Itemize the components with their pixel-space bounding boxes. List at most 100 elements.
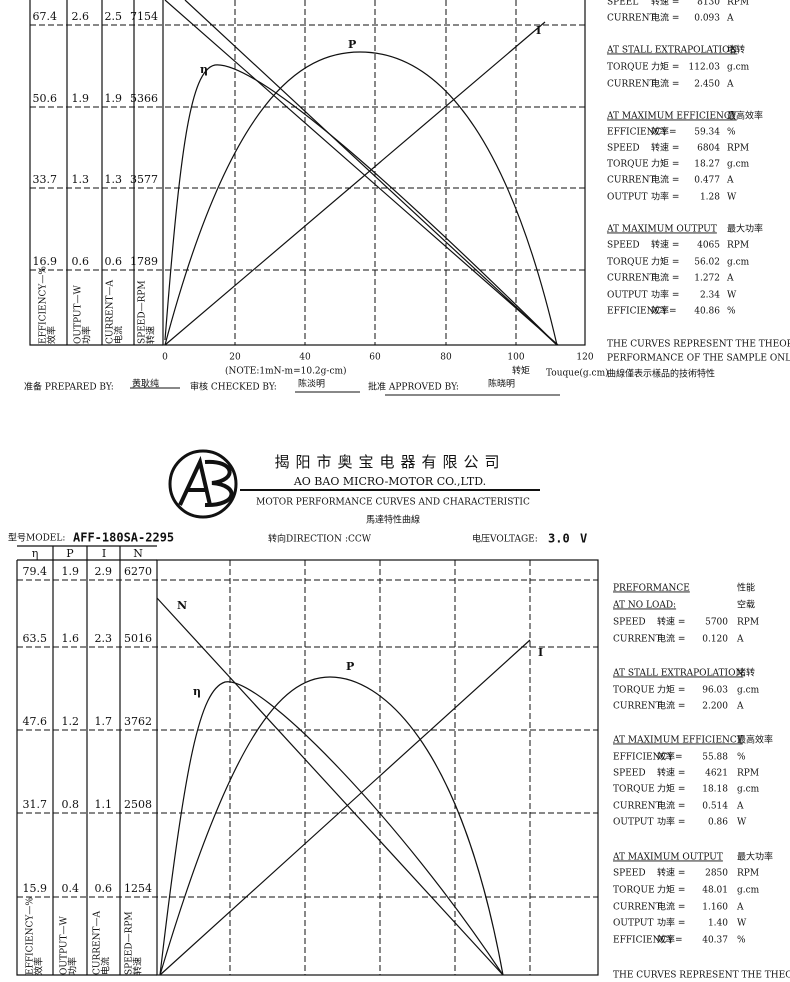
x-tick-label: 0 xyxy=(162,353,168,363)
panel-unit: W xyxy=(727,193,737,203)
footnote: THE CURVES REPRESENT THE THEORETICAL xyxy=(613,971,790,981)
table-cell: 6270 xyxy=(124,565,152,578)
x-tick-label: 20 xyxy=(229,353,241,363)
axis-label-cn: 效率 xyxy=(46,326,58,344)
panel-label: OUTPUT xyxy=(613,919,653,929)
column-header: N xyxy=(133,547,143,560)
panel-unit: RPM xyxy=(737,869,759,879)
panel-value: 55.88 xyxy=(702,753,728,763)
panel-unit: A xyxy=(736,702,744,712)
axis-label-cn: 电流 xyxy=(113,326,125,344)
table-cell: 2.5 xyxy=(105,10,123,23)
panel-unit: A xyxy=(726,176,734,186)
axis-label: OUTPUT—W xyxy=(74,285,84,344)
panel-value: 4621 xyxy=(705,769,728,779)
doc-title-cn: 馬達特性曲線 xyxy=(366,514,420,526)
axis-label-cn: 转速 xyxy=(132,957,144,975)
x-tick-label: 40 xyxy=(299,353,311,363)
signature-name: 陈淡明 xyxy=(298,378,325,390)
panel-label: EFFICIENCY xyxy=(607,307,668,317)
axis-label-cn: 功率 xyxy=(81,326,93,344)
table-cell: 0.8 xyxy=(62,798,80,811)
panel-value: 4065 xyxy=(697,241,720,251)
panel-label: CURRENT xyxy=(607,176,655,186)
panel-heading: AT MAXIMUM EFFICIENCY xyxy=(606,112,738,122)
panel-label-cn: 力矩 = xyxy=(657,783,685,795)
axis-label: CURRENT—A xyxy=(106,280,116,344)
direction: :CCW xyxy=(345,535,372,545)
table-cell: 1.6 xyxy=(62,632,80,645)
table-cell: 3577 xyxy=(130,173,158,186)
panel-unit: A xyxy=(736,635,744,645)
panel-label-cn: 电流 = xyxy=(651,12,679,24)
panel-value: 2.200 xyxy=(702,702,728,712)
panel-label-cn: 电流 = xyxy=(651,174,679,186)
panel-value: 1.40 xyxy=(708,919,728,929)
panel-label-cn: 功率 = xyxy=(657,816,685,828)
panel-label: SPEEL xyxy=(607,0,638,8)
panel-value: 40.86 xyxy=(694,307,720,317)
table-cell: 0.6 xyxy=(72,255,90,268)
panel-label: EFFICIENCY xyxy=(613,753,674,763)
panel-heading: AT MAXIMUM OUTPUT xyxy=(612,853,723,863)
footnote: 曲線僅表示樣品的技術特性 xyxy=(607,368,715,380)
table-cell: 50.6 xyxy=(33,92,58,105)
panel-heading-cn: 性能 xyxy=(737,582,755,594)
panel-heading: AT STALL EXTRAPOLATION xyxy=(606,46,737,56)
panel-heading-cn: 最大功率 xyxy=(737,851,773,863)
panel-value: 2850 xyxy=(705,869,728,879)
panel-label-cn: 电流 = xyxy=(657,800,685,812)
panel-heading-cn: 堵转 xyxy=(727,44,745,56)
panel-heading-cn: 空载 xyxy=(737,599,755,611)
panel-label-cn: 转速 = xyxy=(651,142,679,154)
panel-label-cn: 功率 = xyxy=(651,289,679,301)
table-cell: 1.7 xyxy=(95,715,113,728)
panel-value: 0.093 xyxy=(694,14,720,24)
panel-heading: PREFORMANCE xyxy=(613,584,690,594)
panel-unit: RPM xyxy=(727,144,749,154)
panel-label: CURRENT xyxy=(607,80,655,90)
table-cell: 1.3 xyxy=(105,173,123,186)
top-i-line xyxy=(164,21,546,346)
axis-label-cn: 功率 xyxy=(67,957,79,975)
panel-value: 40.37 xyxy=(702,936,728,946)
curve-label: P xyxy=(346,660,354,673)
panel-value: 18.27 xyxy=(694,160,720,170)
table-cell: 67.4 xyxy=(33,10,58,23)
panel-unit: % xyxy=(727,307,736,317)
bottom-i-line xyxy=(159,639,531,976)
panel-heading-cn: 最高效率 xyxy=(727,110,763,122)
panel-label: OUTPUT xyxy=(613,818,653,828)
table-cell: 7154 xyxy=(130,10,158,23)
panel-label-cn: 电流 = xyxy=(657,901,685,913)
table-cell: 63.5 xyxy=(23,632,48,645)
logo xyxy=(168,449,238,519)
panel-unit: RPM xyxy=(737,769,759,779)
curve-label: η xyxy=(200,63,208,76)
panel-label-cn: 功率 = xyxy=(657,917,685,929)
panel-label: TORQUE xyxy=(613,686,655,696)
panel-label-cn: 效率= xyxy=(651,126,677,138)
panel-heading: AT NO LOAD: xyxy=(612,601,676,611)
table-cell: 1789 xyxy=(130,255,158,268)
signature-role: 审核 CHECKED BY: xyxy=(190,381,277,393)
panel-value: 48.01 xyxy=(702,886,728,896)
table-cell: 1.9 xyxy=(105,92,123,105)
panel-value: 8130 xyxy=(697,0,720,8)
panel-label: TORQUE xyxy=(607,160,649,170)
panel-value: 18.18 xyxy=(702,785,728,795)
bottom-p-curve xyxy=(159,676,504,976)
panel-label-cn: 力矩 = xyxy=(651,158,679,170)
panel-value: 0.86 xyxy=(708,818,728,828)
x-tick-label: 80 xyxy=(440,353,452,363)
panel-value: 96.03 xyxy=(702,686,728,696)
footnote: THE CURVES REPRESENT THE THEORETICAL xyxy=(607,340,790,350)
panel-label-cn: 力矩 = xyxy=(657,684,685,696)
panel-label: TORQUE xyxy=(613,785,655,795)
panel-label: EFFICIENCY xyxy=(607,128,668,138)
curve-label: N xyxy=(177,599,187,612)
panel-value: 2.450 xyxy=(694,80,720,90)
model-label: 型号MODEL: xyxy=(8,533,65,544)
panel-label: TORQUE xyxy=(613,886,655,896)
column-header: I xyxy=(102,547,106,560)
